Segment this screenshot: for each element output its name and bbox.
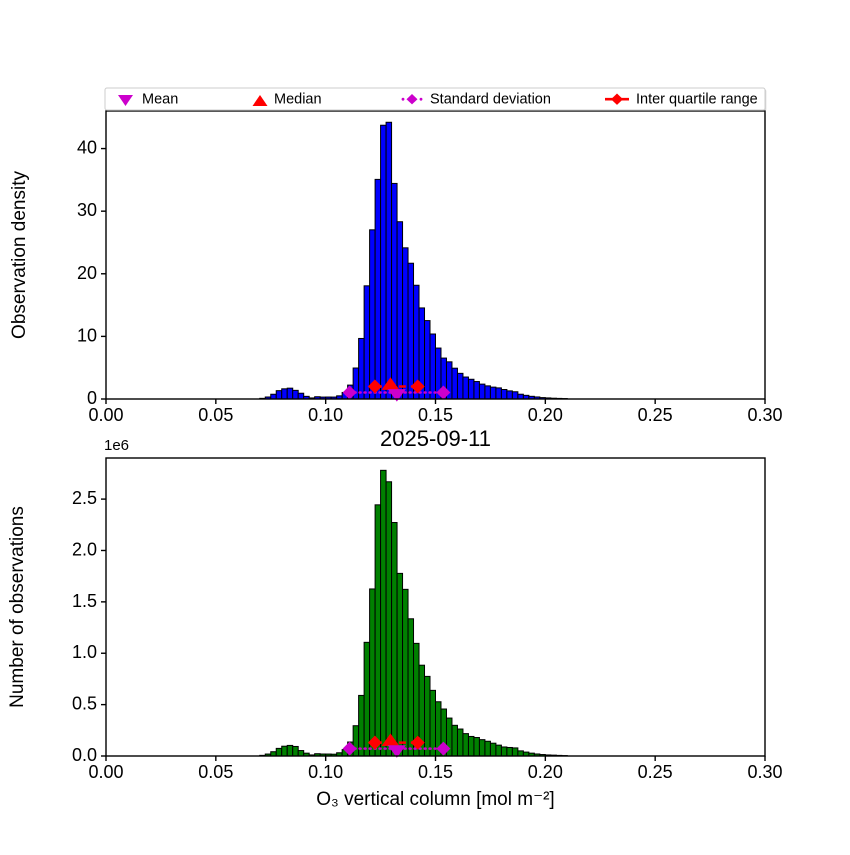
svg-text:0.20: 0.20 xyxy=(528,762,563,782)
svg-text:Number of observations: Number of observations xyxy=(7,506,28,708)
svg-text:0.10: 0.10 xyxy=(308,762,343,782)
svg-text:0.30: 0.30 xyxy=(747,762,782,782)
svg-text:40: 40 xyxy=(77,138,97,158)
svg-text:Standard deviation: Standard deviation xyxy=(430,92,551,108)
svg-text:20: 20 xyxy=(77,263,97,283)
svg-text:Mean: Mean xyxy=(142,92,178,108)
svg-text:2025-09-11: 2025-09-11 xyxy=(380,426,491,451)
svg-text:0.30: 0.30 xyxy=(747,405,782,425)
svg-text:O₃ vertical column [mol m⁻²]: O₃ vertical column [mol m⁻²] xyxy=(316,789,554,810)
svg-text:2.0: 2.0 xyxy=(72,539,97,559)
svg-text:0.00: 0.00 xyxy=(88,762,123,782)
svg-text:0.10: 0.10 xyxy=(308,405,343,425)
svg-text:1e6: 1e6 xyxy=(104,437,129,454)
svg-text:0.20: 0.20 xyxy=(528,405,563,425)
svg-text:2.5: 2.5 xyxy=(72,488,97,508)
svg-text:0.15: 0.15 xyxy=(418,762,453,782)
svg-text:0.15: 0.15 xyxy=(418,405,453,425)
svg-text:0.05: 0.05 xyxy=(198,405,233,425)
svg-text:Inter quartile range: Inter quartile range xyxy=(636,92,758,108)
svg-text:0.05: 0.05 xyxy=(198,762,233,782)
svg-text:0.00: 0.00 xyxy=(88,405,123,425)
svg-text:30: 30 xyxy=(77,200,97,220)
svg-text:Median: Median xyxy=(274,92,322,108)
svg-text:0.25: 0.25 xyxy=(638,405,673,425)
svg-text:Observation density: Observation density xyxy=(9,171,30,339)
svg-text:1.0: 1.0 xyxy=(72,642,97,662)
svg-text:10: 10 xyxy=(77,325,97,345)
svg-text:0.5: 0.5 xyxy=(72,694,97,714)
svg-text:0.25: 0.25 xyxy=(638,762,673,782)
svg-text:1.5: 1.5 xyxy=(72,591,97,611)
